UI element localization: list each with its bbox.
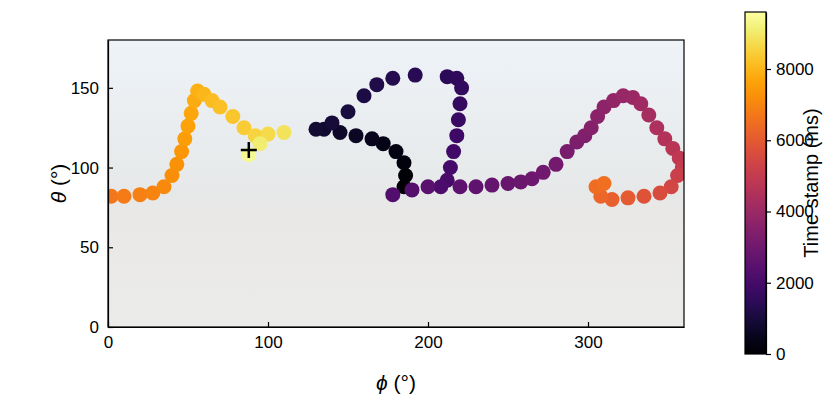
gaze-point [385,187,400,202]
gaze-point [177,131,192,146]
gaze-point [213,99,228,114]
gaze-point [597,176,612,191]
tick-mark [108,88,113,89]
gaze-point [469,179,484,194]
gaze-point [277,125,292,140]
gaze-point [309,122,324,137]
tick-mark [588,322,589,327]
gaze-point [365,131,380,146]
gaze-point [357,88,372,103]
gaze-point [398,168,413,183]
gaze-point [325,115,340,130]
gaze-point [369,77,384,92]
gaze-point [453,179,468,194]
y-axis-title: θ (°) [47,164,70,204]
colorbar [745,12,766,354]
tick-mark [428,322,429,327]
tick-label: 150 [71,79,99,98]
tick: 150 [71,79,113,98]
tick-label: 100 [71,158,99,177]
gaze-point [446,144,461,159]
tick-mark [766,354,771,355]
gaze-point [408,68,423,83]
target-marker-v [248,142,251,158]
tick-label: 0 [104,333,113,352]
tick-mark [108,167,113,168]
gaze-point [653,186,668,201]
gaze-point [549,157,564,172]
tick-mark [108,247,113,248]
tick-label: 300 [574,333,602,352]
gaze-point [405,182,420,197]
colorbar-title: Time stamp (ms) [800,108,822,257]
tick-label: 50 [80,238,99,257]
tick-mark [766,69,771,70]
plot-background [108,40,684,327]
tick-label: 200 [414,333,442,352]
tick: 0 [766,345,785,364]
colorbar-axis-line [766,13,767,355]
tick-mark [766,140,771,141]
gaze-point [181,119,196,134]
tick: 8000 [766,60,814,79]
gaze-point [637,189,652,204]
gaze-point [349,128,364,143]
tick-label: 0 [776,345,785,364]
gaze-point [443,160,458,175]
y-axis: 0 50 100 150 [71,41,113,337]
gaze-point [421,179,436,194]
chart: 0100200300050100150ϕ (°)θ (°)02000400060… [0,0,835,399]
gaze-point [501,176,516,191]
gaze-point [451,112,466,127]
target-marker [241,142,257,158]
gaze-point [449,128,464,143]
gaze-point [389,144,404,159]
tick-label: 100 [254,333,282,352]
plot-frame [108,40,684,327]
gaze-point [133,187,148,202]
gaze-point [225,109,240,124]
gaze-point [385,71,400,86]
tick-mark [766,283,771,284]
gaze-point [485,178,500,193]
tick-mark [268,322,269,327]
points [108,68,684,207]
gaze-point [184,106,199,121]
gaze-point [341,104,356,119]
tick-label: 8000 [776,60,814,79]
gaze-point [621,190,636,205]
gaze-point [117,189,132,204]
gaze-point [454,80,469,95]
gaze-point [174,144,189,159]
gaze-point [641,107,656,122]
tick-mark [766,211,771,212]
tick-label: 2000 [776,274,814,293]
gaze-point [453,96,468,111]
tick: 2000 [766,274,814,293]
x-axis-title: ϕ (°) [376,371,416,394]
tick-label: 0 [90,318,99,337]
gaze-point [433,179,448,194]
gaze-point [169,157,184,172]
gaze-point [536,165,551,180]
tick: 100 [71,158,113,177]
